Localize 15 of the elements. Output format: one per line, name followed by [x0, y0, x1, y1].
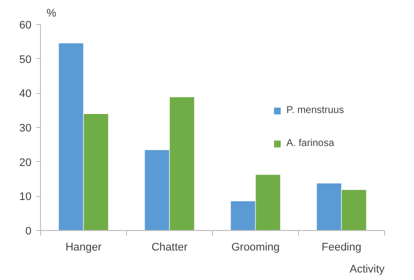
legend-label: P. menstruus: [286, 105, 344, 116]
y-tick-label: 50: [19, 54, 32, 66]
legend-label: A. farinosa: [286, 138, 334, 149]
y-tick-label: 10: [19, 191, 32, 204]
x-tick-label: Hanger: [65, 242, 102, 254]
x-tick-label: Grooming: [231, 242, 280, 254]
y-tick-label: 20: [19, 156, 32, 169]
y-tick-label: 0: [25, 226, 32, 238]
x-tick-label: Feeding: [322, 242, 362, 254]
y-axis-title: %: [46, 8, 56, 20]
y-tick-label: 60: [19, 20, 32, 32]
x-tick-label: Chatter: [151, 242, 188, 254]
y-tick-label: 30: [19, 122, 32, 134]
y-tick-label: 40: [19, 88, 32, 100]
x-axis-title: Activity: [350, 264, 385, 276]
